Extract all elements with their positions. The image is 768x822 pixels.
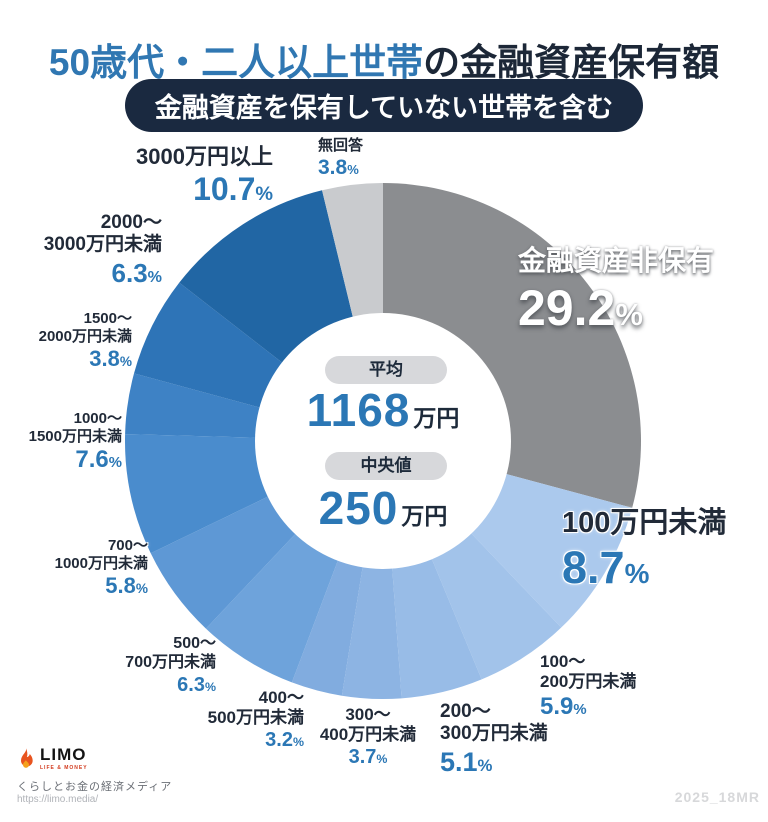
subtitle-badge: 金融資産を保有していない世帯を含む	[124, 79, 644, 132]
flame-icon	[21, 747, 33, 768]
slice-label-1500-2000: 1500〜 2000万円未満 3.8%	[38, 310, 132, 372]
slice-label-no-assets: 金融資産非保有 29.2%	[518, 245, 715, 337]
donut-hole	[255, 313, 511, 569]
logo-text: LIMO LIFE & MONEY	[40, 746, 88, 771]
average-number: 1168	[306, 384, 411, 436]
average-unit: 万円	[413, 405, 460, 431]
logo-wordmark: LIMO	[40, 745, 87, 764]
logo-tagline: LIFE & MONEY	[40, 765, 88, 771]
page-title: 50歳代・二人以上世帯の金融資産保有額	[0, 41, 768, 85]
slice-label-300-400: 300〜 400万円未満 3.7%	[319, 705, 417, 769]
limo-logo: LIMO LIFE & MONEY	[16, 746, 88, 771]
slice-label-under-100: 100万円未満 8.7%	[562, 507, 727, 594]
median-number: 250	[318, 482, 399, 534]
slice-label-400-500: 400〜 500万円未満 3.2%	[207, 688, 304, 752]
median-unit: 万円	[401, 503, 448, 529]
slice-label-100-200: 100〜 200万円未満 5.9%	[540, 652, 637, 721]
subtitle-wrap: 金融資産を保有していない世帯を含む	[0, 79, 768, 132]
average-value: 1168 万円	[243, 383, 523, 437]
title-rest: の金融資産保有額	[423, 41, 720, 83]
median-value: 250 万円	[243, 481, 523, 535]
site-url: https://limo.media/	[17, 794, 99, 805]
slice-label-2000-3000: 2000〜 3000万円未満 6.3%	[43, 212, 162, 288]
average-pill: 平均	[325, 356, 447, 384]
slice-label-over-3000: 3000万円以上 10.7%	[136, 144, 273, 207]
slice-label-no-answer: 無回答 3.8%	[318, 137, 364, 179]
slice-label-1000-1500: 1000〜 1500万円未満 7.6%	[28, 410, 122, 474]
watermark: 2025_18MR	[674, 789, 760, 805]
slice-label-700-1000: 700〜 1000万円未満 5.8%	[54, 537, 148, 599]
site-description: くらしとお金の経済メディア	[17, 781, 173, 793]
slice-label-500-700: 500〜 700万円未満 6.3%	[125, 635, 216, 696]
title-highlight: 50歳代・二人以上世帯	[48, 41, 424, 83]
slice-label-200-300: 200〜 300万円未満 5.1%	[440, 701, 548, 777]
median-pill: 中央値	[325, 452, 447, 480]
